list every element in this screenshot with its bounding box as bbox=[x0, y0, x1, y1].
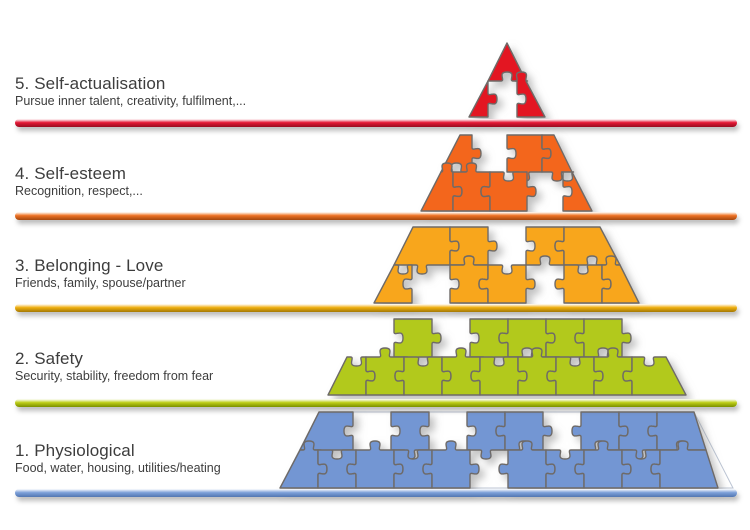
puzzle-piece bbox=[554, 226, 621, 266]
level-3-divider-line bbox=[15, 304, 737, 312]
level-2-puzzle-pieces bbox=[327, 318, 687, 396]
level-4-divider-line bbox=[15, 211, 737, 220]
puzzle-piece bbox=[601, 255, 640, 304]
level-5-subtitle: Pursue inner talent, creativity, fulfilm… bbox=[15, 94, 247, 109]
level-4-subtitle: Recognition, respect,... bbox=[15, 184, 143, 199]
puzzle-piece bbox=[541, 134, 573, 182]
level-1-title: 1. Physiological bbox=[15, 441, 135, 460]
level-2-label: 2. Safety Security, stability, freedom f… bbox=[15, 349, 213, 383]
puzzle-piece bbox=[574, 318, 632, 358]
level-1-subtitle: Food, water, housing, utilities/heating bbox=[15, 461, 221, 476]
puzzle-piece bbox=[468, 80, 498, 118]
puzzle-piece bbox=[478, 264, 536, 304]
level-3-label: 3. Belonging - Love Friends, family, spo… bbox=[15, 256, 186, 290]
level-4-puzzle-pieces bbox=[420, 134, 593, 212]
level-2-title: 2. Safety bbox=[15, 349, 83, 368]
level-1-puzzle-pieces bbox=[279, 411, 719, 489]
level-4-label: 4. Self-esteem Recognition, respect,... bbox=[15, 164, 143, 198]
puzzle-piece bbox=[622, 356, 687, 396]
level-5-label: 5. Self-actualisation Pursue inner talen… bbox=[15, 74, 246, 108]
puzzle-piece bbox=[393, 226, 460, 275]
level-5-title: 5. Self-actualisation bbox=[15, 74, 166, 93]
puzzle-piece bbox=[373, 264, 413, 304]
level-2-divider-line bbox=[15, 398, 737, 407]
puzzle-piece bbox=[514, 71, 546, 118]
puzzle-piece bbox=[650, 440, 719, 489]
puzzle-piece bbox=[422, 440, 480, 489]
puzzle-piece bbox=[480, 171, 537, 212]
puzzle-piece bbox=[560, 171, 593, 212]
level-5-puzzle-pieces bbox=[468, 42, 546, 118]
level-3-title: 3. Belonging - Love bbox=[15, 256, 164, 275]
level-3-subtitle: Friends, family, spouse/partner bbox=[15, 276, 186, 291]
level-3-puzzle-pieces bbox=[373, 226, 640, 304]
level-5-divider-line bbox=[15, 119, 737, 127]
puzzle-piece bbox=[487, 42, 527, 82]
level-4-title: 4. Self-esteem bbox=[15, 164, 127, 183]
level-1-label: 1. Physiological Food, water, housing, u… bbox=[15, 441, 221, 475]
level-1-divider-line bbox=[15, 488, 737, 497]
level-2-subtitle: Security, stability, freedom from fear bbox=[15, 369, 214, 384]
